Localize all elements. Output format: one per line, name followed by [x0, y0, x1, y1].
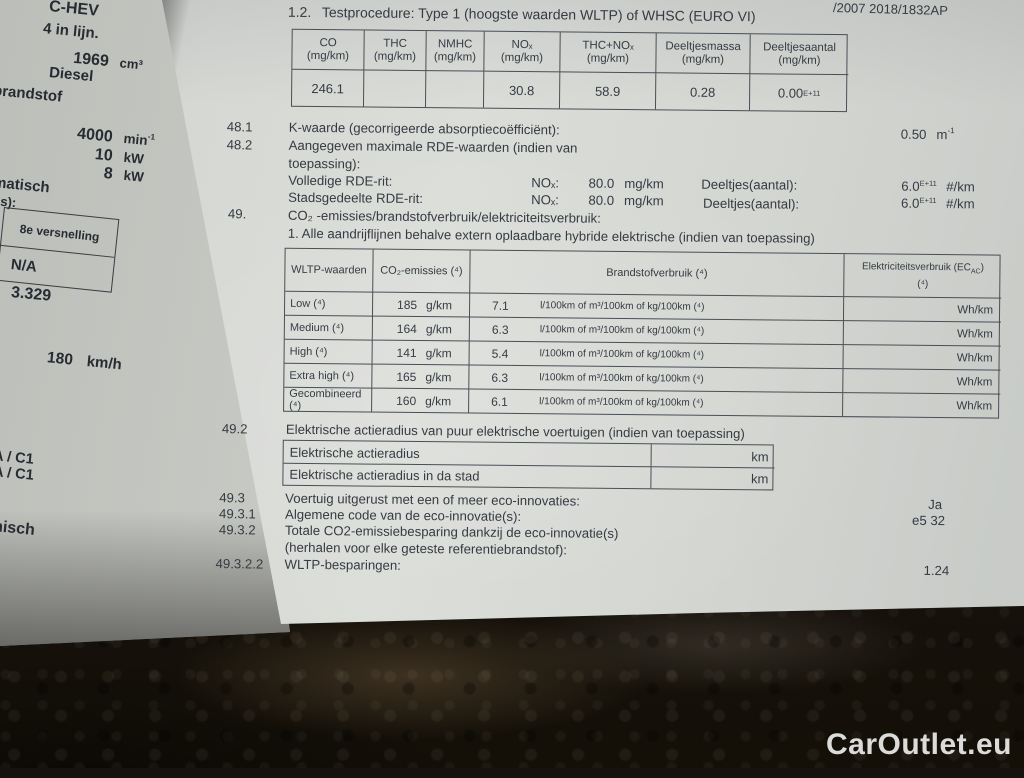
rde-full-nox-label: NOₓ:: [531, 175, 560, 191]
wltp-row-medium-elec: Wh/km: [843, 320, 1001, 346]
rde-urban-pn-value: 6.0E+11: [901, 195, 937, 211]
wltp-row-high-co2: 141 g/km: [372, 339, 470, 365]
section-1-2-number: 1.2.: [287, 3, 312, 20]
emissions-header-thc-nox: THC+NOₓ (mg/km): [560, 32, 657, 74]
section-48-2-number: 48.2: [226, 137, 253, 153]
section-49-3-1-number: 49.3.1: [219, 506, 256, 522]
rde-urban-pn-label: Deeltjes(aantal):: [703, 195, 800, 212]
section-48-1-value: 0.50 m-1: [900, 126, 955, 143]
section-49-subline: 1. Alle aandrijflijnen behalve extern op…: [287, 225, 815, 246]
emissions-value-co: 246.1: [291, 69, 365, 107]
caroutlet-watermark: CarOutlet.eu: [825, 728, 1012, 761]
range-row2-unit: km: [651, 466, 775, 490]
section-49-3-2-line2: (herhalen voor elke geteste referentiebr…: [284, 539, 568, 558]
wltp-row-extrahigh-co2: 165 g/km: [372, 363, 470, 389]
wltp-row-combined-fuel: 6.1 l/100km of m³/100km of kg/100km (⁴): [469, 388, 844, 417]
rde-full-pn-value: 6.0E+11: [901, 178, 937, 194]
emissions-value-thc: [363, 70, 427, 108]
section-49-number: 49.: [227, 206, 247, 222]
wltp-row-combined-label: Gecombineerd (⁴): [284, 386, 373, 412]
section-49-3-label: Voertuig uitgerust met een of meer eco-i…: [285, 490, 580, 509]
emissions-value-pm: 0.28: [655, 73, 751, 111]
wltp-row-combined-co2: 160 g/km: [372, 387, 470, 413]
section-49-3-number: 49.3: [219, 490, 245, 506]
range-row2-label: Elektrische actieradius in da stad: [283, 462, 652, 489]
wltp-header-co2: CO₂-emissies (⁴): [373, 249, 471, 293]
rde-full-nox-unit: mg/km: [624, 176, 664, 192]
section-49-3-value: Ja: [928, 496, 943, 513]
wltp-row-high-label: High (⁴): [284, 338, 373, 364]
section-49-label: CO₂ -emissies/brandstofverbruik/elektric…: [287, 207, 601, 226]
range-row1-unit: km: [751, 448, 769, 464]
wltp-row-low-co2: 185 g/km: [372, 291, 471, 317]
section-49-3-2-2-number: 49.3.2.2: [215, 556, 264, 572]
rde-full-label: Volledige RDE-rit:: [288, 172, 393, 189]
wltp-row-low-elec: Wh/km: [843, 296, 1002, 322]
section-48-1-number: 48.1: [226, 119, 253, 135]
emissions-value-nox: 30.8: [483, 71, 561, 109]
section-49-3-2-2-label: WLTP-besparingen:: [284, 556, 401, 573]
rde-full-pn-label: Deeltjes(aantal):: [701, 176, 798, 193]
section-48-2-line1: Aangegeven maximale RDE-waarden (indien …: [288, 137, 578, 156]
rde-row-urban: Stadsgedeelte RDE-rit: NOₓ: 80.0 mg/km D…: [0, 187, 1022, 212]
section-49-3-1-label: Algemene code van de eco-innovatie(s):: [285, 506, 522, 525]
wltp-row-medium-label: Medium (⁴): [284, 314, 373, 340]
wltp-row-high-fuel: 5.4 l/100km of m³/100km of kg/100km (⁴): [469, 340, 844, 369]
left-page-shadow: [0, 510, 290, 646]
emissions-header-thc: THC (mg/km): [364, 30, 427, 72]
rde-urban-nox-label: NOₓ:: [531, 192, 559, 208]
wltp-table: WLTP-waarden CO₂-emissies (⁴) Brandstofv…: [283, 247, 1002, 419]
section-49-3-2-2-value: 1.24: [923, 562, 950, 579]
wltp-header-fuel: Brandstofverbruik (⁴): [470, 250, 845, 297]
wltp-row-extrahigh-elec: Wh/km: [843, 368, 1001, 394]
emissions-value-thc-nox: 58.9: [559, 72, 657, 110]
wltp-row-medium-co2: 164 g/km: [372, 315, 470, 341]
section-49-2-label: Elektrische actieradius van puur elektri…: [285, 421, 745, 442]
wltp-row-low-label: Low (⁴): [284, 290, 374, 316]
rde-row-full: Volledige RDE-rit: NOₓ: 80.0 mg/km Deelt…: [0, 170, 1022, 195]
section-48-2-line2: toepassing):: [288, 155, 361, 172]
section-49-3-2-number: 49.3.2: [218, 522, 256, 538]
wltp-row-extrahigh-fuel: 6.3 l/100km of m³/100km of kg/100km (⁴): [469, 364, 844, 393]
rde-full-nox-value: 80.0: [588, 175, 615, 191]
wltp-row-extrahigh-label: Extra high (⁴): [284, 362, 373, 388]
emissions-header-co: CO (mg/km): [292, 29, 365, 71]
emissions-table: CO (mg/km) THC (mg/km) NMHC (mg/km) NOₓ (mg/…: [290, 28, 849, 113]
regulation-reference: /2007 2018/1832AP: [832, 0, 949, 19]
rde-urban-nox-unit: mg/km: [624, 193, 664, 209]
rde-urban-label: Stadsgedeelte RDE-rit:: [288, 189, 424, 207]
section-49-2-number: 49.2: [221, 421, 248, 437]
emissions-value-nmhc: [425, 71, 485, 108]
wltp-header-elec: Elektriciteitsverbruik (ECAC) (⁴): [861, 261, 985, 290]
wltp-row-combined-elec: Wh/km: [843, 392, 1001, 418]
section-49-3-2-line1: Totale CO2-emissiebesparing dankzij de e…: [284, 522, 619, 541]
section-49-3-1-value: e5 32: [911, 512, 946, 529]
rde-urban-pn-unit: #/km: [946, 196, 975, 212]
emissions-header-nox: NOₓ (mg/km): [484, 31, 561, 73]
wltp-row-high-elec: Wh/km: [843, 344, 1001, 370]
emissions-header-nmhc: NMHC (mg/km): [426, 31, 485, 72]
rde-full-pn-unit: #/km: [946, 179, 975, 195]
rde-urban-nox-value: 80.0: [588, 192, 615, 208]
emissions-header-pm: Deeltjesmassa (mg/km): [656, 33, 751, 75]
emissions-value-pn: 0.00 E+11: [777, 84, 821, 101]
wltp-row-medium-fuel: 6.3 l/100km of m³/100km of kg/100km (⁴): [469, 316, 844, 345]
wltp-row-low-fuel: 7.1 l/100km of m³/100km of kg/100km (⁴): [469, 292, 845, 321]
electric-range-table: Elektrische actieradius km Elektrische a…: [282, 439, 775, 491]
section-1-2-title: Testprocedure: Type 1 (hoogste waarden W…: [321, 4, 756, 25]
wltp-header-values: WLTP-waarden: [285, 248, 374, 292]
emissions-header-pn: Deeltjesaantal (mg/km): [750, 34, 849, 76]
section-48-1-label: K-waarde (gecorrigeerde absorptiecoëffic…: [288, 119, 560, 138]
